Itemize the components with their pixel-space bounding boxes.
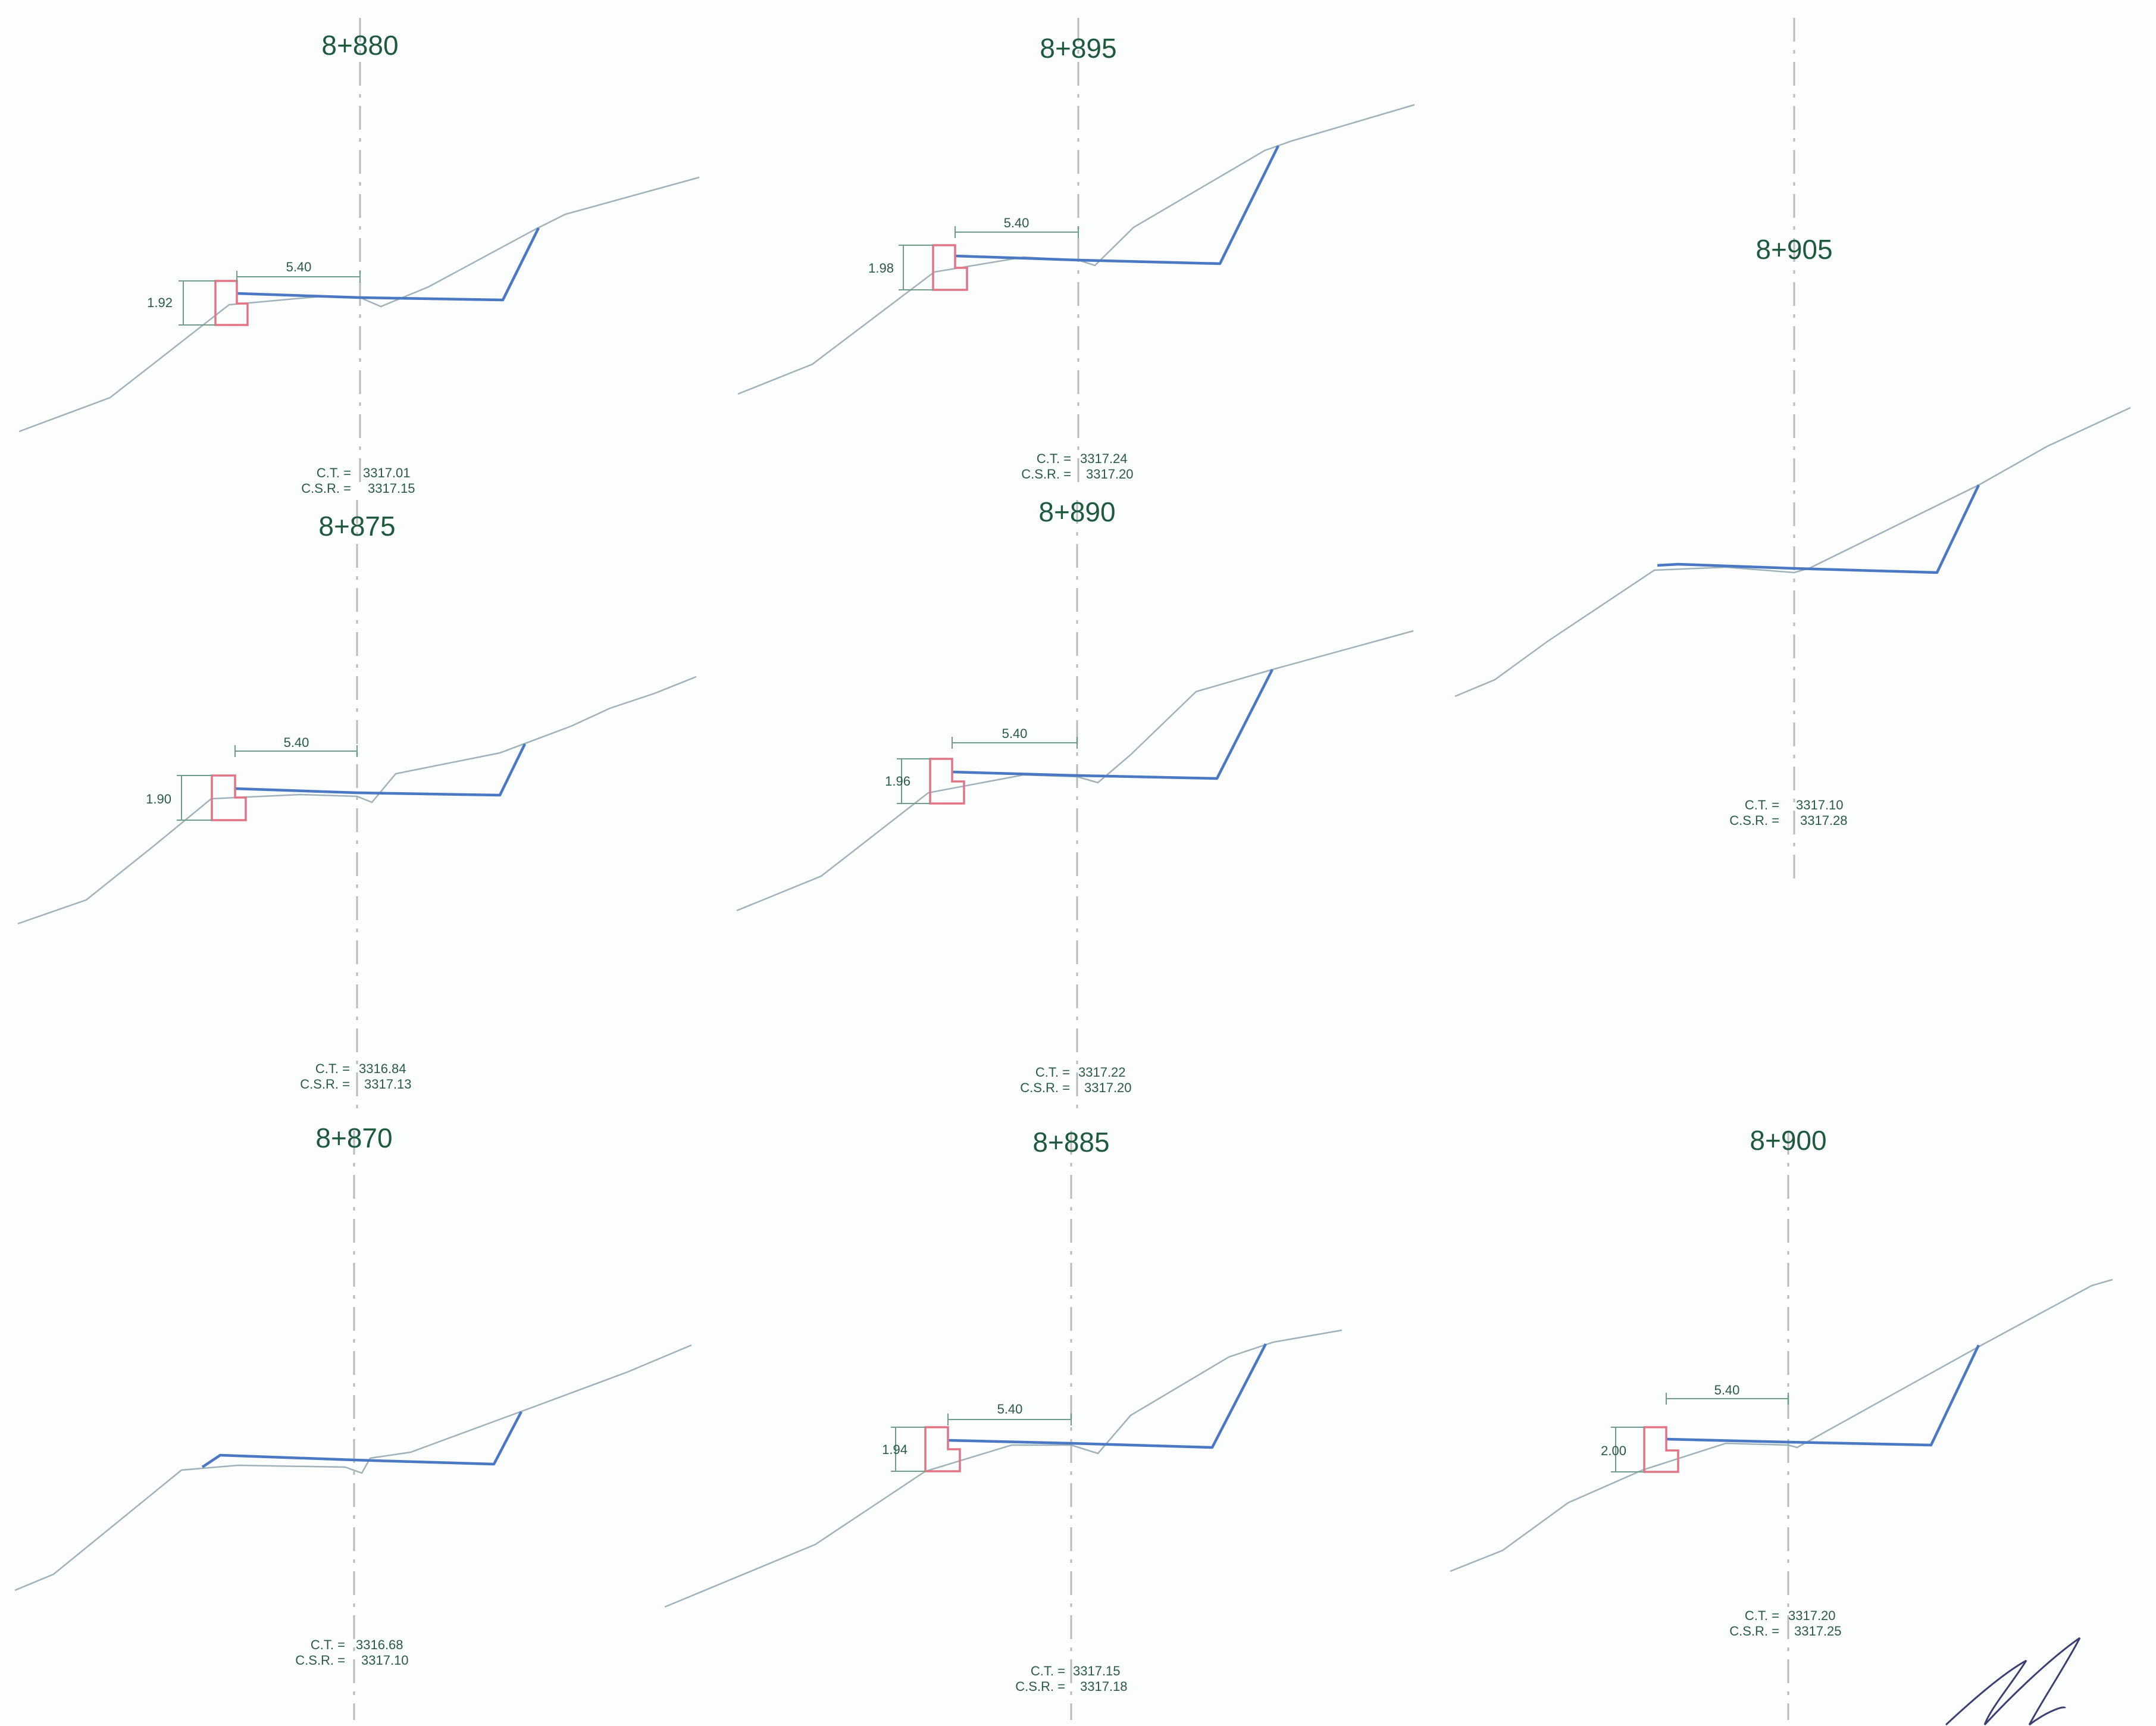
- ct-label: C.T. =: [1745, 1608, 1779, 1623]
- height-label: 1.96: [885, 774, 910, 789]
- ground-line: [17, 676, 697, 925]
- road-section-line: [234, 743, 527, 797]
- height-label: 1.98: [868, 261, 894, 276]
- csr-value: 3317.10: [361, 1653, 409, 1668]
- ground-line: [1450, 1278, 2113, 1572]
- curb-profile: [932, 244, 968, 291]
- ct-label: C.T. =: [1745, 798, 1779, 812]
- csr-value: 3317.18: [1080, 1679, 1128, 1694]
- ground-line: [737, 104, 1415, 395]
- road-section-line: [201, 1411, 522, 1468]
- station-title: 8+880: [321, 30, 398, 61]
- ct-label: C.T. =: [1037, 451, 1071, 466]
- section-8-900: 8+900 5.40 2.00 C.T. = 3317.20 C.S.R. = …: [1450, 1125, 2113, 1639]
- ct-value: 3316.84: [359, 1061, 406, 1076]
- section-8-890: 8+890 5.40 1.96 C.T. = 3317.22 C.S.R. = …: [736, 496, 1414, 1095]
- road-section-line: [955, 145, 1280, 265]
- csr-label: C.S.R. =: [295, 1653, 345, 1668]
- ct-value: 3317.22: [1078, 1065, 1126, 1080]
- ct-label: C.T. =: [1031, 1664, 1065, 1678]
- ct-value: 3317.20: [1788, 1608, 1836, 1623]
- width-label: 5.40: [997, 1402, 1023, 1417]
- ground-line: [14, 1344, 692, 1591]
- road-section-line: [236, 227, 540, 302]
- road-section-line: [947, 1343, 1267, 1449]
- width-label: 5.40: [1004, 215, 1030, 230]
- csr-value: 3317.20: [1086, 467, 1134, 481]
- section-8-875: 8+875 5.40 1.90 C.T. = 3316.84 C.S.R. = …: [17, 511, 697, 1092]
- csr-value: 3317.13: [364, 1077, 412, 1092]
- curb-profile: [924, 1426, 961, 1472]
- width-label: 5.40: [286, 259, 312, 274]
- station-title: 8+875: [318, 511, 395, 542]
- csr-value: 3317.20: [1084, 1080, 1132, 1095]
- ct-label: C.T. =: [317, 465, 351, 480]
- ground-line: [664, 1329, 1343, 1608]
- station-title: 8+895: [1040, 33, 1116, 64]
- curb-profile: [929, 758, 965, 805]
- width-label: 5.40: [1002, 726, 1028, 741]
- ct-label: C.T. =: [315, 1061, 350, 1076]
- section-8-870: 8+870 C.T. = 3316.68 C.S.R. = 3317.10: [14, 1122, 692, 1668]
- section-8-905: 8+905 C.T. = 3317.10 C.S.R. = 3317.28: [1454, 234, 2131, 828]
- ct-value: 3316.68: [356, 1637, 403, 1652]
- height-label: 1.90: [146, 792, 171, 806]
- width-label: 5.40: [284, 735, 309, 750]
- ct-value: 3317.10: [1796, 798, 1844, 812]
- road-section-line: [1666, 1344, 1980, 1447]
- curb-profile: [214, 280, 249, 326]
- csr-value: 3317.28: [1800, 813, 1848, 828]
- ground-line: [736, 630, 1414, 912]
- section-8-880: 8+880 5.40 1.92 C.T. = 3317.01 C.S.R. = …: [18, 30, 700, 496]
- station-title: 8+905: [1756, 234, 1832, 265]
- height-label: 1.92: [147, 295, 173, 310]
- csr-label: C.S.R. =: [1015, 1679, 1065, 1694]
- ct-label: C.T. =: [1035, 1065, 1070, 1080]
- ground-line: [1454, 407, 2131, 698]
- curb-profile: [1643, 1426, 1679, 1473]
- ground-line: [18, 176, 700, 433]
- ct-label: C.T. =: [311, 1637, 345, 1652]
- ct-value: 3317.01: [363, 465, 411, 480]
- station-title: 8+870: [315, 1122, 392, 1153]
- ct-value: 3317.15: [1073, 1664, 1121, 1678]
- station-title: 8+900: [1750, 1125, 1826, 1156]
- section-8-895: 8+895 5.40 1.98 C.T. = 3317.24 C.S.R. = …: [737, 33, 1415, 481]
- height-label: 2.00: [1601, 1443, 1626, 1458]
- height-label: 1.94: [882, 1442, 908, 1457]
- csr-label: C.S.R. =: [1729, 813, 1779, 828]
- csr-label: C.S.R. =: [1729, 1624, 1779, 1639]
- csr-label: C.S.R. =: [300, 1077, 350, 1092]
- road-section-line: [1657, 484, 1980, 574]
- station-title: 8+890: [1038, 496, 1115, 527]
- width-label: 5.40: [1714, 1383, 1740, 1397]
- section-8-885: 8+885 5.40 1.94 C.T. = 3317.15 C.S.R. = …: [664, 1127, 1343, 1694]
- csr-value: 3317.15: [368, 481, 415, 496]
- ct-value: 3317.24: [1080, 451, 1128, 466]
- csr-label: C.S.R. =: [301, 481, 351, 496]
- signature-scribble: [1945, 1637, 2081, 1726]
- csr-label: C.S.R. =: [1020, 1080, 1070, 1095]
- csr-label: C.S.R. =: [1021, 467, 1071, 481]
- csr-value: 3317.25: [1794, 1624, 1842, 1639]
- road-section-line: [952, 668, 1274, 780]
- station-title: 8+885: [1032, 1127, 1109, 1158]
